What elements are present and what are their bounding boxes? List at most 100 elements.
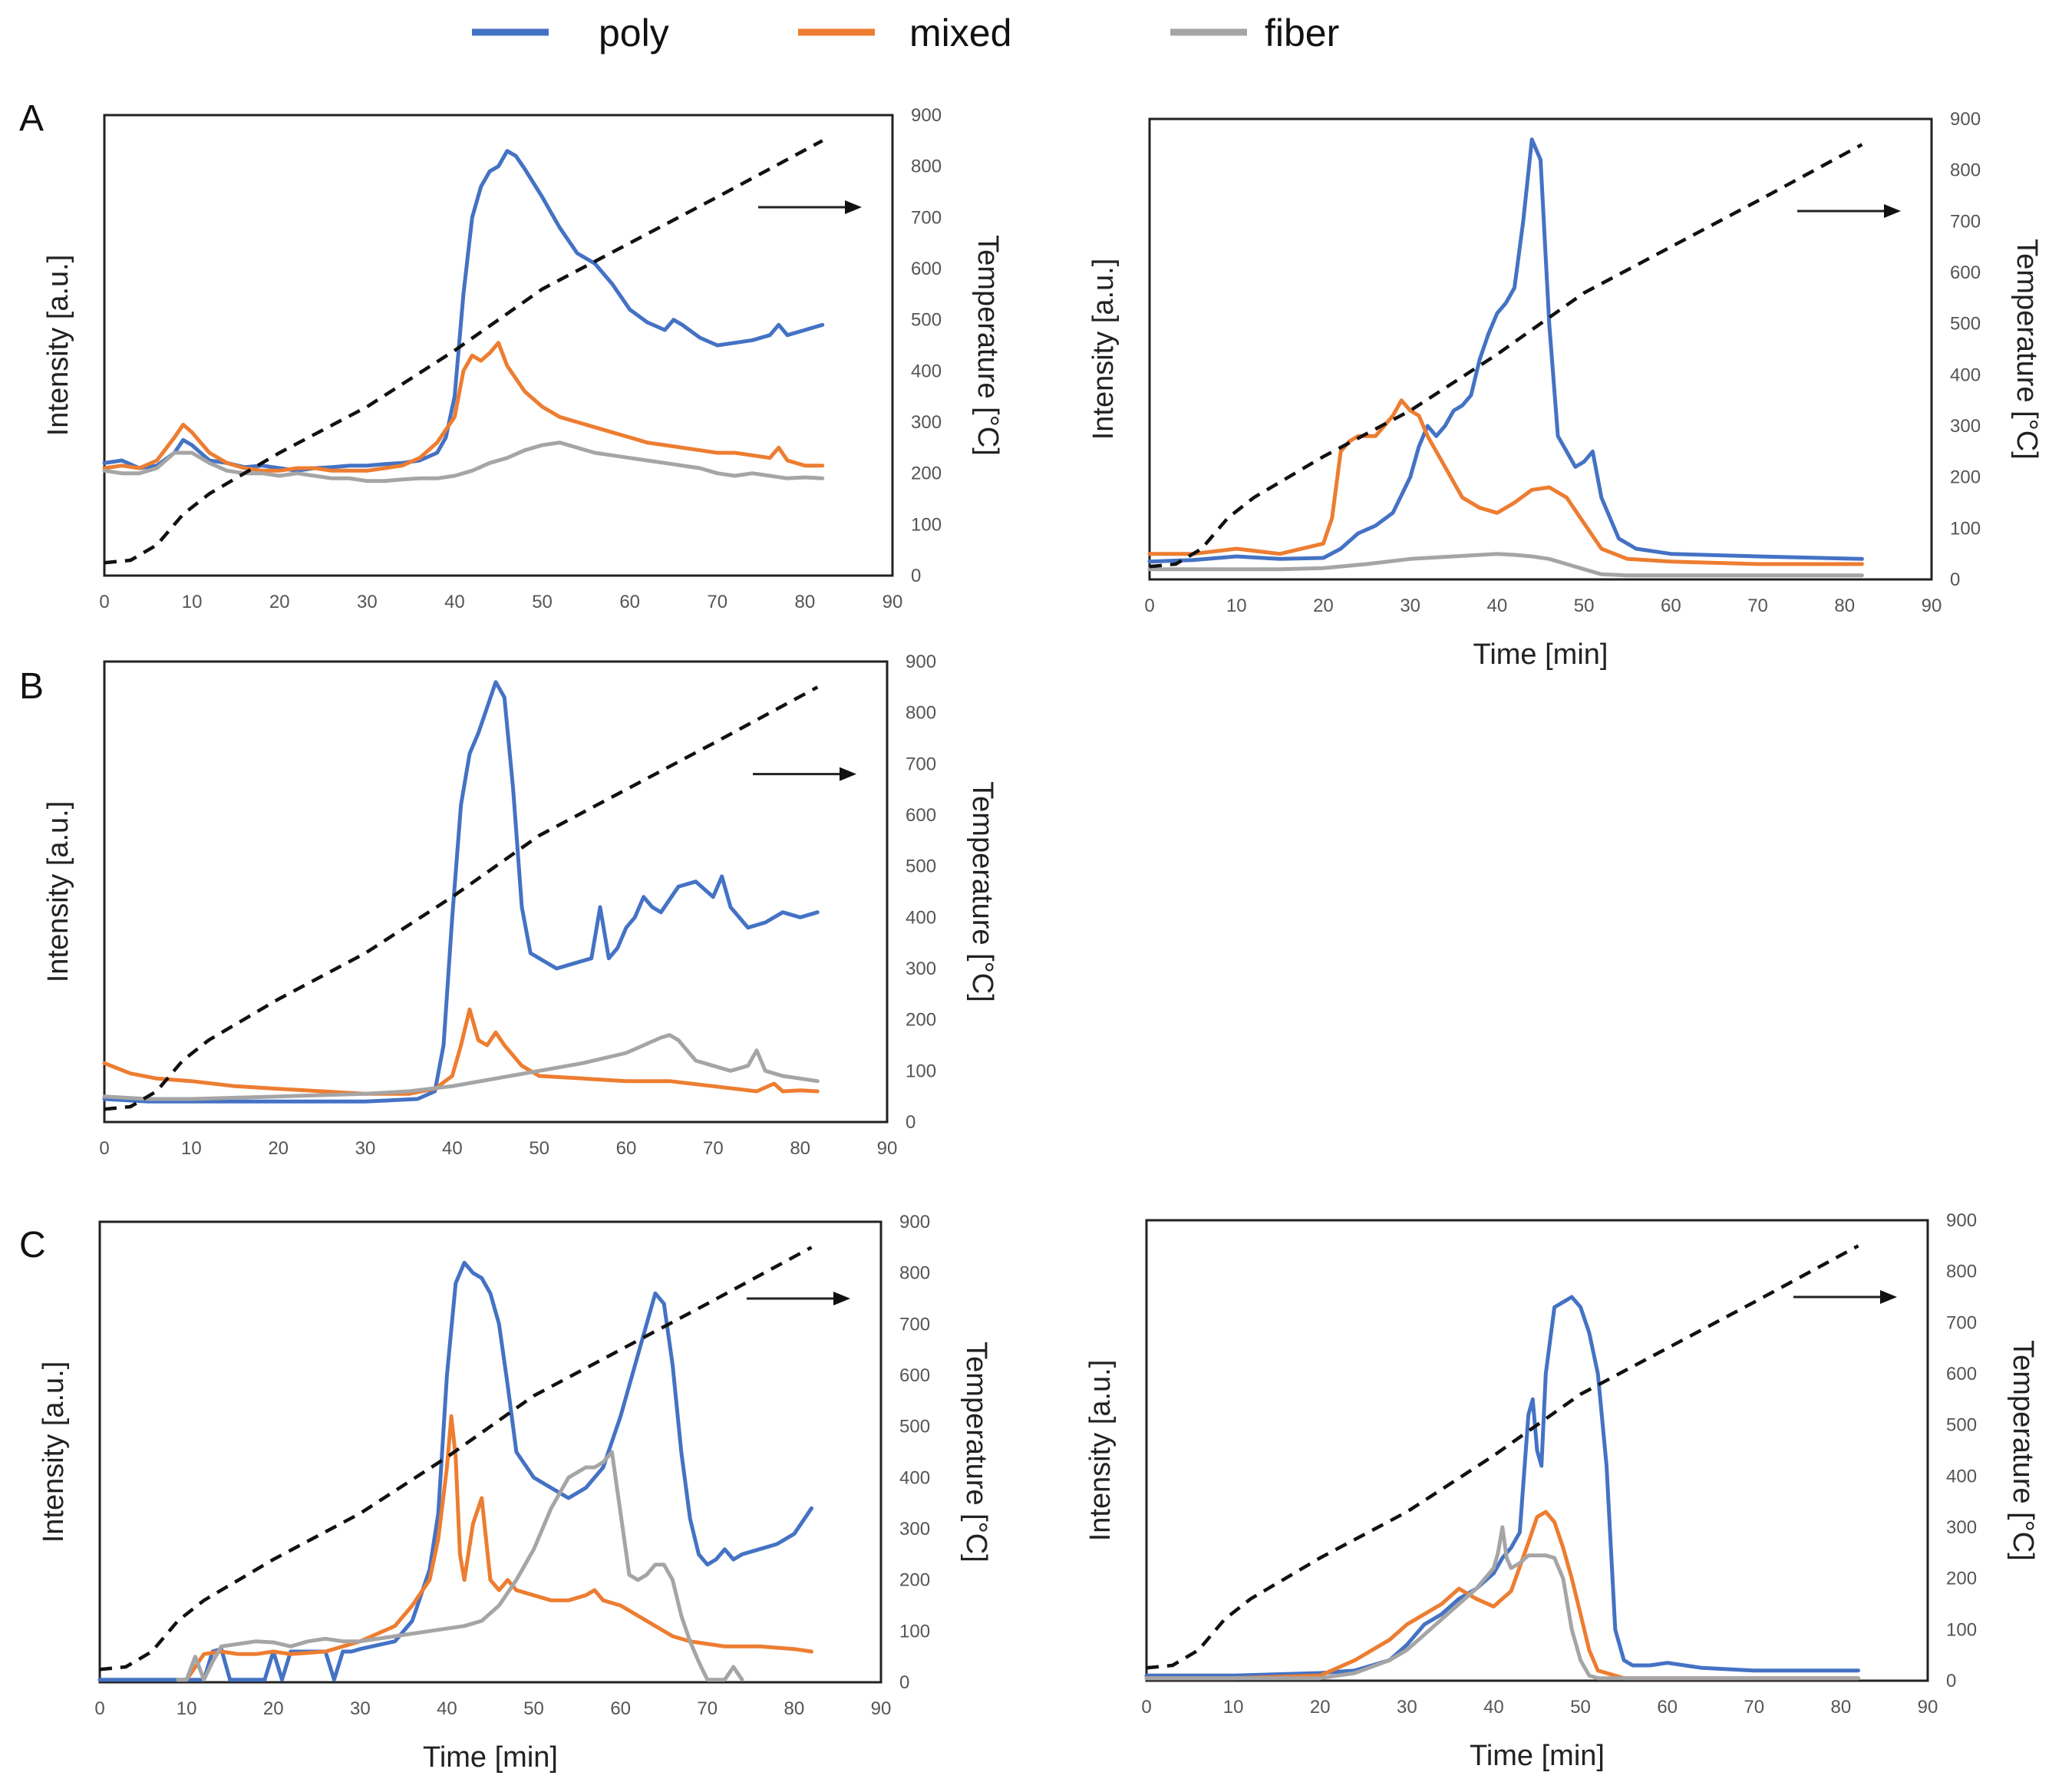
- y2-tick-label: 800: [899, 1263, 930, 1284]
- y2-tick-label: 200: [911, 464, 942, 484]
- x-tick-label: 90: [1922, 596, 1942, 616]
- series-line-poly: [102, 680, 820, 1104]
- x-tick-label: 80: [795, 592, 816, 612]
- x-tick-label: 80: [784, 1698, 805, 1719]
- y2-tick-label: 100: [1950, 518, 1981, 539]
- x-tick-label: 30: [357, 592, 378, 612]
- y2-tick-label: 900: [911, 105, 942, 126]
- x-tick-label: 70: [707, 592, 727, 612]
- y-axis-label: Intensity [a.u.]: [38, 1361, 70, 1543]
- series-line-mixed: [1147, 398, 1864, 566]
- x-axis-label: Time [min]: [423, 1741, 558, 1774]
- panel-letter-a: A: [19, 98, 44, 139]
- chart-c-right: 0 10 20 30 40 50 60 70 80 90010020030040050060070…: [1084, 1210, 2039, 1772]
- y2-tick-label: 500: [906, 856, 936, 877]
- series-line-fiber: [176, 1450, 744, 1682]
- y2-tick-label: 800: [1950, 160, 1981, 181]
- series-line-mixed: [1144, 1510, 1860, 1681]
- x-tick-label: 50: [1570, 1697, 1591, 1718]
- axis-arrow-head: [1884, 204, 1901, 218]
- y2-tick-label: 800: [906, 703, 936, 724]
- x-tick-label: 40: [1487, 596, 1508, 616]
- y2-tick-label: 300: [899, 1519, 930, 1540]
- y2-tick-label: 400: [911, 361, 942, 381]
- plot-frame: [103, 114, 894, 577]
- x-tick-label: 70: [1744, 1697, 1764, 1718]
- series-line-poly: [1144, 1295, 1860, 1678]
- y2-tick-label: 300: [906, 959, 936, 979]
- y2-tick-label: 800: [1946, 1262, 1977, 1282]
- y2-tick-label: 300: [911, 412, 942, 433]
- series-line-mixed: [184, 1414, 813, 1682]
- y2-tick-label: 700: [906, 754, 936, 774]
- y2-tick-label: 0: [1950, 569, 1960, 590]
- series-line-fiber: [1144, 1525, 1860, 1681]
- x-axis-label: Time [min]: [1470, 1740, 1605, 1772]
- y2-tick-label: 900: [899, 1212, 930, 1233]
- y2-tick-label: 0: [1946, 1671, 1956, 1691]
- y2-tick-label: 900: [1946, 1210, 1977, 1231]
- plot-frame: [1148, 117, 1933, 581]
- legend-label-mixed: mixed: [909, 12, 1011, 54]
- y2-tick-label: 200: [899, 1570, 930, 1591]
- x-tick-label: 50: [1574, 596, 1595, 616]
- y2-tick-label: 400: [1950, 365, 1981, 385]
- y2-tick-label: 0: [899, 1672, 909, 1693]
- x-tick-label: 30: [1400, 596, 1420, 616]
- y2-tick-label: 500: [1950, 314, 1981, 335]
- x-tick-label: 0: [1141, 1697, 1151, 1718]
- axis-arrow-head: [833, 1292, 850, 1305]
- y2-axis-label: Temperature [°C]: [960, 1342, 992, 1563]
- x-tick-label: 70: [1747, 596, 1768, 616]
- x-tick-label: 10: [182, 592, 203, 612]
- x-tick-label: 20: [268, 1138, 289, 1159]
- x-tick-label: 10: [1226, 596, 1247, 616]
- x-tick-label: 90: [883, 592, 903, 612]
- x-tick-label: 70: [697, 1698, 718, 1719]
- y2-tick-label: 100: [1946, 1619, 1977, 1640]
- legend-label-poly: poly: [599, 12, 669, 54]
- chart-a-right: 0 10 20 30 40 50 60 70 80 90010020030040050060070…: [1087, 109, 2043, 671]
- x-tick-label: 60: [616, 1138, 637, 1159]
- axis-arrow-head: [1880, 1290, 1897, 1304]
- y2-tick-label: 400: [1946, 1466, 1977, 1487]
- y2-tick-label: 0: [911, 566, 921, 586]
- legend: poly mixed fiber: [472, 12, 1339, 54]
- x-tick-label: 50: [532, 592, 553, 612]
- y2-tick-label: 0: [906, 1112, 916, 1133]
- y2-tick-label: 100: [899, 1621, 930, 1642]
- y2-tick-label: 700: [911, 207, 942, 228]
- x-tick-label: 0: [99, 1138, 109, 1159]
- x-tick-label: 10: [1223, 1697, 1244, 1718]
- series-line-poly: [1147, 137, 1864, 564]
- x-tick-label: 40: [437, 1698, 457, 1719]
- y-axis-label: Intensity [a.u.]: [1084, 1360, 1117, 1542]
- y2-tick-label: 600: [911, 259, 942, 279]
- y2-tick-label: 600: [906, 805, 936, 826]
- y2-axis-label: Temperature [°C]: [966, 781, 998, 1002]
- temperature-line: [1149, 143, 1863, 569]
- y2-tick-label: 500: [1946, 1415, 1977, 1436]
- y-axis-label: Intensity [a.u.]: [42, 801, 74, 983]
- y2-tick-label: 300: [1950, 416, 1981, 437]
- chart-c-left: 0 10 20 30 40 50 60 70 80 90010020030040050060070…: [38, 1212, 992, 1774]
- series-line-mixed: [102, 1007, 820, 1096]
- chart-b-left: 0 10 20 30 40 50 60 70 80 90010020030040050060070…: [42, 652, 998, 1159]
- x-tick-label: 50: [529, 1138, 549, 1159]
- x-tick-label: 10: [181, 1138, 202, 1159]
- temperature-line: [104, 685, 819, 1111]
- plot-frame: [1145, 1219, 1929, 1682]
- temperature-line: [104, 139, 823, 565]
- x-tick-label: 0: [94, 1698, 104, 1719]
- x-tick-label: 70: [703, 1138, 724, 1159]
- y-axis-label: Intensity [a.u.]: [1087, 259, 1120, 441]
- x-tick-label: 40: [442, 1138, 463, 1159]
- y2-tick-label: 700: [1946, 1312, 1977, 1333]
- x-tick-label: 60: [1661, 596, 1681, 616]
- y2-axis-label: Temperature [°C]: [2011, 239, 2043, 460]
- y2-tick-label: 100: [911, 514, 942, 535]
- x-tick-label: 60: [619, 592, 640, 612]
- x-tick-label: 30: [350, 1698, 371, 1719]
- y2-tick-label: 100: [906, 1061, 936, 1081]
- y2-tick-label: 400: [906, 907, 936, 928]
